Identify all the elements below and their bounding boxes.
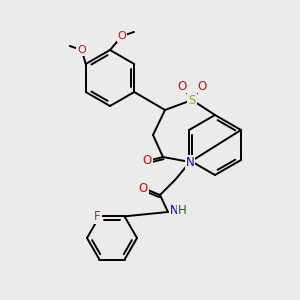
Text: N: N xyxy=(186,155,194,169)
Text: S: S xyxy=(188,94,196,106)
Text: O: O xyxy=(177,80,187,92)
Text: O: O xyxy=(197,80,207,92)
Text: F: F xyxy=(94,210,101,223)
Text: O: O xyxy=(77,45,86,55)
Text: O: O xyxy=(118,31,126,41)
Text: N: N xyxy=(169,203,178,217)
Text: O: O xyxy=(142,154,152,167)
Text: O: O xyxy=(138,182,148,194)
Text: H: H xyxy=(178,203,186,217)
